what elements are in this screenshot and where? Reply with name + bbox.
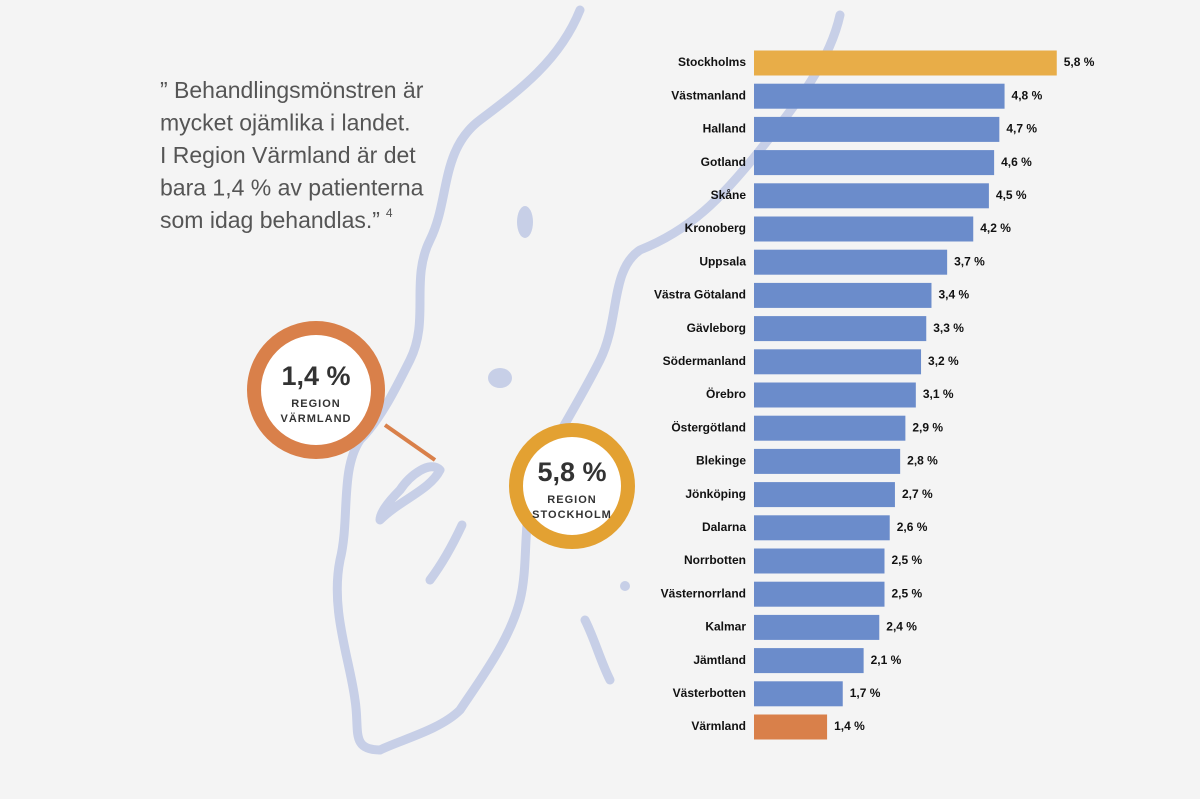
category-label: Uppsala <box>699 254 746 268</box>
bar <box>754 216 974 242</box>
bar <box>754 548 885 574</box>
category-label: Södermanland <box>663 354 746 368</box>
bar <box>754 150 995 176</box>
bar <box>754 316 927 342</box>
value-label: 4,2 % <box>980 221 1011 235</box>
bar <box>754 482 895 508</box>
quote-line: I Region Värmland är det <box>160 142 416 168</box>
value-label: 3,1 % <box>923 387 954 401</box>
value-label: 2,5 % <box>892 553 923 567</box>
category-label: Kronoberg <box>685 221 746 235</box>
category-label: Jönköping <box>685 487 746 501</box>
category-label: Örebro <box>706 386 746 401</box>
value-label: 1,4 % <box>834 719 865 733</box>
category-label: Västernorrland <box>661 586 746 600</box>
value-label: 2,4 % <box>886 620 917 634</box>
value-label: 2,8 % <box>907 454 938 468</box>
category-label: Östergötland <box>671 419 746 434</box>
value-label: 4,5 % <box>996 188 1027 202</box>
bar <box>754 681 843 707</box>
category-label: Jämtland <box>693 653 746 667</box>
bar <box>754 83 1005 109</box>
category-label: Stockholms <box>678 55 746 69</box>
bar <box>754 515 890 541</box>
footnote-ref: 4 <box>386 206 393 220</box>
bar <box>754 249 948 275</box>
value-label: 2,5 % <box>892 586 923 600</box>
value-label: 3,7 % <box>954 254 985 268</box>
category-label: Blekinge <box>696 454 746 468</box>
category-label: Västra Götaland <box>654 288 746 302</box>
value-label: 2,1 % <box>871 653 902 667</box>
callout-pointer <box>383 423 437 462</box>
category-label: Västerbotten <box>673 686 746 700</box>
callout-label: VÄRMLAND <box>281 412 352 425</box>
callout-ring <box>509 423 635 549</box>
category-label: Gävleborg <box>687 321 746 335</box>
quote-line: bara 1,4 % av patienterna <box>160 175 424 201</box>
bar <box>754 648 864 674</box>
callout-value: 1,4 % <box>281 361 350 391</box>
quote-line: ” Behandlingsmönstren är <box>160 77 424 103</box>
bar <box>754 614 880 640</box>
value-label: 4,7 % <box>1006 122 1037 136</box>
bar <box>754 714 828 740</box>
bar <box>754 50 1057 76</box>
value-label: 5,8 % <box>1064 55 1095 69</box>
callout-label: STOCKHOLM <box>532 509 612 521</box>
category-label: Halland <box>703 122 746 136</box>
bar <box>754 382 916 408</box>
category-label: Skåne <box>711 188 747 202</box>
bar <box>754 282 932 308</box>
callout-label: REGION <box>547 494 596 506</box>
category-label: Dalarna <box>702 520 746 534</box>
value-label: 4,6 % <box>1001 155 1032 169</box>
callout-label: REGION <box>291 398 340 410</box>
value-label: 4,8 % <box>1012 88 1043 102</box>
quote: ” Behandlingsmönstren är mycket ojämlika … <box>160 77 424 233</box>
callouts: 1,4 % REGION VÄRMLAND 5,8 % REGION STOCKHOLM <box>247 321 635 549</box>
value-label: 3,2 % <box>928 354 959 368</box>
bar <box>754 183 989 209</box>
quote-line: mycket ojämlika i landet. <box>160 110 411 136</box>
bar <box>754 581 885 607</box>
bar-chart: Stockholms 5,8 % Västmanland 4,8 % Halland 4,… <box>654 50 1095 740</box>
value-label: 2,6 % <box>897 520 928 534</box>
bar <box>754 415 906 441</box>
category-label: Gotland <box>701 155 746 169</box>
callout-ring <box>247 321 385 459</box>
quote-line: som idag behandlas.” <box>160 207 380 233</box>
category-label: Kalmar <box>705 620 746 634</box>
category-label: Västmanland <box>671 88 746 102</box>
category-label: Värmland <box>691 719 746 733</box>
value-label: 2,9 % <box>912 420 943 434</box>
bar <box>754 349 922 375</box>
value-label: 1,7 % <box>850 686 881 700</box>
callout-value: 5,8 % <box>537 457 606 487</box>
bar <box>754 116 1000 142</box>
category-label: Norrbotten <box>684 553 746 567</box>
bar <box>754 448 901 474</box>
value-label: 3,3 % <box>933 321 964 335</box>
value-label: 2,7 % <box>902 487 933 501</box>
value-label: 3,4 % <box>938 288 969 302</box>
